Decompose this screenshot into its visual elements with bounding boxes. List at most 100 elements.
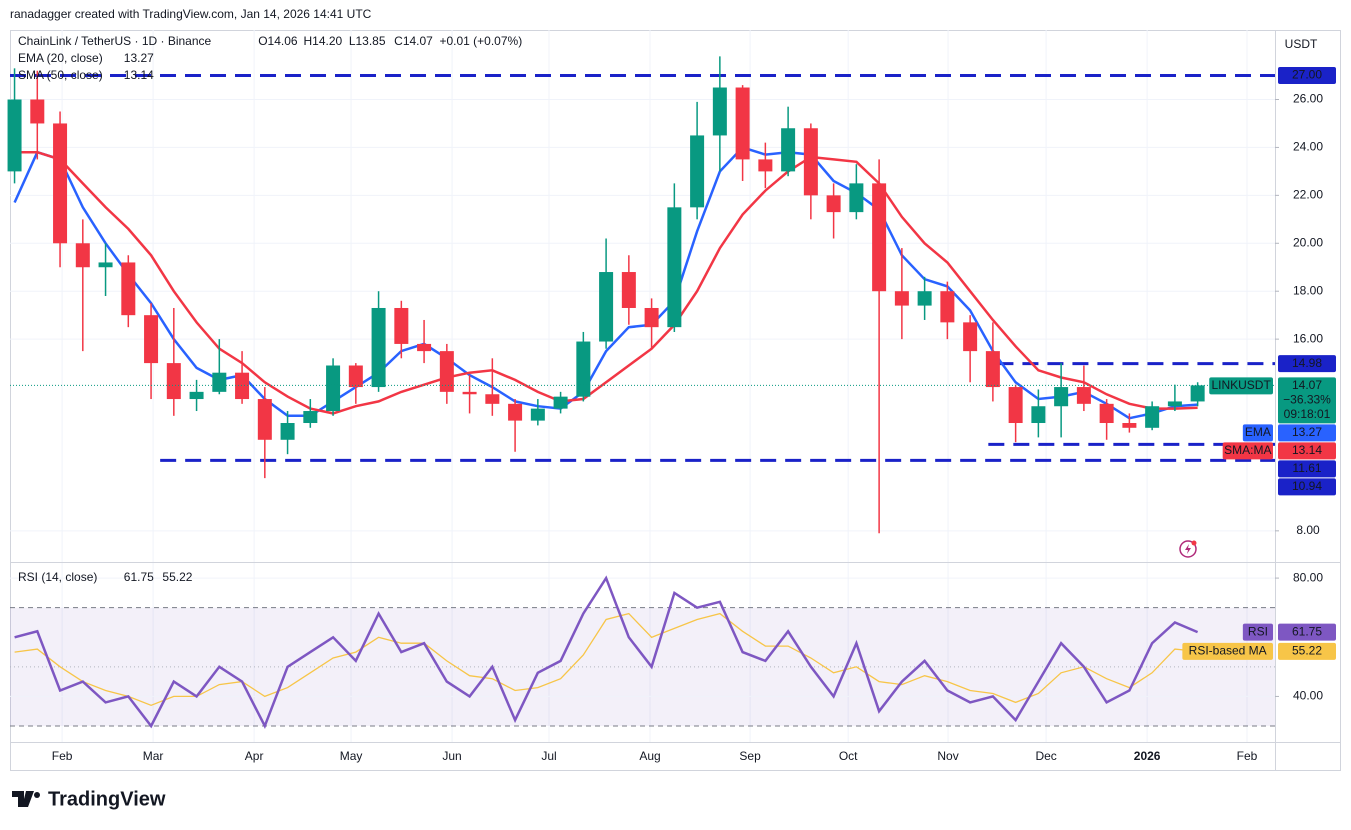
symbol-title: ChainLink / TetherUS · 1D · Binance xyxy=(18,34,212,48)
x-tick-label: Feb xyxy=(52,749,73,763)
candle-body xyxy=(1099,403,1114,424)
candle-body xyxy=(98,262,113,268)
y-tick-label: 26.00 xyxy=(1293,92,1323,106)
indicator-line xyxy=(13,145,1198,420)
candle-body xyxy=(326,365,341,412)
x-tick-label: Sep xyxy=(739,749,761,763)
y-tick-label: 40.00 xyxy=(1293,689,1323,703)
rsi-line xyxy=(14,575,1199,730)
rsi-line xyxy=(14,612,1198,706)
chart-frame xyxy=(10,30,1341,771)
candle-body xyxy=(1076,387,1091,404)
candle-body xyxy=(235,372,250,400)
y-tick-label: 80.00 xyxy=(1293,570,1323,584)
currency-label: USDT xyxy=(1285,37,1318,51)
x-tick-label: Aug xyxy=(639,749,660,763)
candle-body xyxy=(667,207,682,328)
quote-change: +0.01 (+0.07%) xyxy=(439,34,522,48)
candle-body xyxy=(735,87,750,160)
candle-body xyxy=(121,262,136,316)
price-badge xyxy=(1278,478,1336,496)
price-badge-text: 55.22 xyxy=(1292,644,1322,658)
candle-body xyxy=(371,307,386,388)
legend-entry: SMA (50, close) xyxy=(18,68,103,82)
candle-body xyxy=(803,128,818,196)
candle-body xyxy=(872,183,887,292)
candle-body xyxy=(1122,423,1137,428)
price-badge-text: 10.94 xyxy=(1292,479,1322,493)
x-tick-label: Jul xyxy=(541,749,556,763)
candle-body xyxy=(189,391,204,400)
y-tick-label: 8.00 xyxy=(1296,523,1320,537)
badge-tag xyxy=(1209,377,1273,395)
quote-close: C14.07 xyxy=(394,34,433,48)
price-badge xyxy=(1278,424,1336,442)
candle-body xyxy=(940,291,955,323)
indicator-line xyxy=(14,150,1198,415)
price-badge-text: 61.75 xyxy=(1292,624,1322,638)
badge-tag-text: LINKUSDT xyxy=(1211,378,1271,392)
x-tick-label: Jun xyxy=(442,749,461,763)
badge-tag xyxy=(1182,642,1273,660)
candle-body xyxy=(53,123,68,244)
candle-body xyxy=(1054,387,1069,407)
x-tick-label: Apr xyxy=(245,749,264,763)
tradingview-logo-mark xyxy=(12,791,40,807)
badge-tag xyxy=(1242,623,1273,641)
candle-body xyxy=(303,411,318,424)
alert-icon[interactable] xyxy=(1179,540,1197,558)
candle-body xyxy=(485,394,500,404)
candle-body xyxy=(963,322,978,352)
price-badge-text: 27.00 xyxy=(1292,68,1322,82)
candle-body xyxy=(280,423,295,440)
x-tick-label: Mar xyxy=(143,749,164,763)
badge-tag xyxy=(1242,424,1273,442)
badge-tag-text: RSI-based MA xyxy=(1189,644,1267,658)
chart-content: Feb Mar Apr May Jun Jul Aug Sep Oct Nov Dec 2026 Feb… xyxy=(7,30,1336,763)
y-tick-label: 24.00 xyxy=(1293,140,1323,154)
candle-body xyxy=(553,396,568,409)
quote-high: H14.20 xyxy=(304,34,343,48)
candle-body xyxy=(826,195,841,213)
badge-tag-text: RSI xyxy=(1248,624,1268,638)
candle-body xyxy=(439,351,454,392)
badge-tag-text: EMA xyxy=(1245,425,1271,439)
candle-body xyxy=(1145,406,1160,428)
price-badge xyxy=(1278,442,1336,460)
candle-body xyxy=(166,363,181,400)
x-tick-label: May xyxy=(340,749,363,763)
price-badge xyxy=(1278,623,1336,641)
price-badge-text: −36.33% xyxy=(1283,393,1331,407)
rsi-title: RSI (14, close) xyxy=(18,570,97,584)
candle-body xyxy=(1008,387,1023,424)
badge-tag-text: SMA:MA xyxy=(1224,443,1271,457)
legend-value: 13.14 xyxy=(124,68,154,82)
legend-value: 55.22 xyxy=(162,570,192,584)
candle-body xyxy=(781,128,796,172)
quote-low: L13.85 xyxy=(349,34,386,48)
price-badge xyxy=(1278,460,1336,478)
candle-body xyxy=(690,135,705,208)
y-tick-label: 18.00 xyxy=(1293,283,1323,297)
price-badge-text: 09:18:01 xyxy=(1284,407,1331,421)
candle-body xyxy=(1031,406,1046,424)
x-tick-label: Dec xyxy=(1035,749,1056,763)
legend-value: 61.75 xyxy=(124,570,154,584)
candle-body xyxy=(1190,385,1205,402)
candle-body xyxy=(530,408,545,421)
candle-body xyxy=(348,365,363,388)
candle-body xyxy=(212,372,227,392)
candle-body xyxy=(144,315,159,364)
candle-body xyxy=(758,159,773,172)
candle-body xyxy=(7,99,22,172)
price-badge-text: 14.98 xyxy=(1292,356,1322,370)
candle-body xyxy=(508,403,523,421)
price-badge-text: 13.14 xyxy=(1292,443,1322,457)
candle-body xyxy=(394,307,409,344)
y-tick-label: 22.00 xyxy=(1293,188,1323,202)
candle-body xyxy=(462,391,477,395)
candle-body xyxy=(30,99,45,124)
price-badge-text: 11.61 xyxy=(1292,461,1321,475)
price-badge xyxy=(1278,355,1336,373)
